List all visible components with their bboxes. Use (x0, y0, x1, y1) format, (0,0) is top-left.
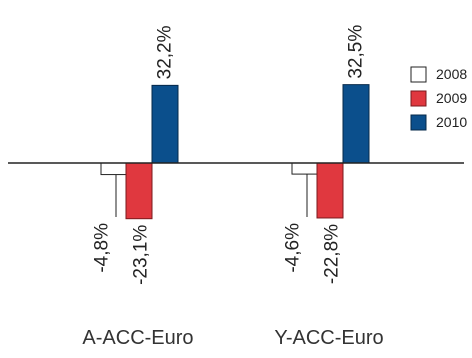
bar-2010-a-acc-euro (151, 84, 179, 164)
data-label-2009-a-acc-euro: -23,1% (131, 225, 152, 285)
legend-label-2010: 2010 (436, 114, 467, 130)
category-label-a-acc-euro: A-ACC-Euro (82, 327, 193, 349)
legend-swatch-2010 (410, 114, 427, 131)
data-label-2008-a-acc-euro: -4,8% (92, 223, 113, 273)
data-labels-layer: -4,8% -23,1% 32,2% -4,6% -22,8% 32,5% (92, 25, 367, 285)
legend-label-2008: 2008 (436, 66, 467, 82)
legend: 2008 2009 2010 (410, 66, 467, 131)
legend-label-2009: 2009 (436, 90, 467, 106)
bar-2009-a-acc-euro (125, 162, 153, 220)
legend-swatch-2009 (410, 90, 427, 107)
bar-2008-y-acc-euro (291, 162, 319, 175)
bars-layer (100, 84, 370, 220)
legend-swatch-2008 (410, 66, 427, 83)
data-label-2008-y-acc-euro: -4,6% (283, 223, 304, 273)
category-labels-layer: A-ACC-Euro Y-ACC-Euro (82, 327, 383, 349)
data-label-2009-y-acc-euro: -22,8% (322, 224, 343, 284)
bar-2008-a-acc-euro (100, 162, 128, 176)
category-label-y-acc-euro: Y-ACC-Euro (274, 327, 383, 349)
data-label-2010-y-acc-euro: 32,5% (346, 25, 367, 79)
bar-2009-y-acc-euro (316, 162, 344, 219)
bar-2010-y-acc-euro (342, 84, 370, 164)
data-label-2010-a-acc-euro: 32,2% (155, 25, 176, 79)
